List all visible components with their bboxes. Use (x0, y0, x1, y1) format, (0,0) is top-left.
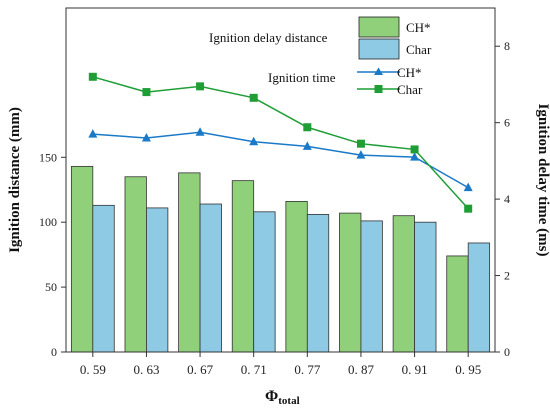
x-tick-label-6: 0. 91 (402, 362, 428, 377)
bars-layer (70, 165, 491, 353)
legend-line-ch-label: CH* (397, 65, 422, 80)
x-axis-title-main: Φ (265, 388, 278, 405)
point-char-6 (410, 145, 419, 154)
point-char-3 (249, 93, 258, 102)
bar-char-6 (414, 221, 437, 353)
right-tick-label-2: 4 (504, 192, 510, 206)
left-tick-label-3: 150 (39, 150, 57, 164)
bar-ch-7 (446, 255, 469, 353)
right-tick-label-3: 6 (504, 116, 510, 130)
legend-bar-ch-swatch (358, 16, 400, 38)
plot-frame (65, 7, 496, 353)
x-tick-label-1: 0. 63 (133, 362, 159, 377)
axes-layer: 0 50 100 150 0 2 4 6 8 0. 59 0. 63 0. 67 0. 71 0. 77 0… (39, 39, 510, 377)
bar-ch-2 (178, 172, 201, 353)
legend-bar-char-label: Char (406, 42, 432, 57)
x-tick-label-2: 0. 67 (187, 362, 214, 377)
x-tick-label-5: 0. 87 (348, 362, 375, 377)
point-char-4 (303, 123, 312, 132)
y-axis-left-title: Ignition distance (mm) (7, 107, 23, 253)
legend-bar-ch-label: CH* (406, 20, 431, 35)
x-tick-label-7: 0. 95 (455, 362, 481, 377)
point-char-0 (88, 72, 97, 81)
x-tick-label-0: 0. 59 (80, 362, 106, 377)
bar-ch-1 (124, 176, 147, 353)
point-ch-4 (302, 141, 312, 150)
point-ch-3 (249, 136, 259, 146)
bar-char-2 (199, 203, 222, 353)
x-axis-title-sub: total (278, 395, 299, 407)
legend-line-char-marker (374, 85, 383, 93)
legend-line-ch-marker (374, 67, 383, 75)
legend: Ignition delay distance CH* Char Ignitio… (209, 16, 432, 97)
right-tick-label-0: 0 (504, 345, 510, 359)
point-ch-7 (463, 182, 473, 192)
point-ch-2 (195, 127, 205, 136)
point-char-2 (196, 82, 205, 91)
right-tick-label-1: 2 (504, 269, 510, 283)
lines-layer (88, 72, 473, 213)
bar-ch-0 (70, 165, 94, 353)
legend-line-heading: Ignition time (268, 70, 336, 85)
x-tick-label-3: 0. 71 (241, 362, 267, 377)
bar-ch-4 (285, 201, 308, 353)
x-axis-title: Φtotal (265, 388, 300, 407)
point-ch-1 (141, 132, 151, 142)
bar-char-0 (92, 204, 115, 353)
left-tick-label-0: 0 (51, 345, 57, 359)
legend-bar-heading: Ignition delay distance (209, 30, 328, 45)
point-ch-5 (356, 150, 366, 159)
point-char-1 (142, 88, 151, 97)
line-char (92, 76, 469, 210)
left-tick-label-1: 50 (45, 280, 57, 294)
bar-ch-3 (231, 180, 255, 353)
legend-bar-char-swatch (358, 38, 400, 60)
point-char-7 (464, 204, 473, 213)
y-axis-right-title: Ignition delay time (ms) (535, 104, 550, 257)
bar-ch-6 (392, 215, 415, 353)
right-tick-label-4: 8 (504, 39, 510, 53)
bar-char-3 (253, 211, 276, 353)
point-char-5 (356, 139, 365, 148)
point-ch-6 (410, 152, 420, 161)
bar-char-5 (360, 220, 383, 353)
bar-char-4 (306, 213, 330, 353)
bar-char-1 (146, 207, 169, 353)
bar-ch-5 (339, 212, 362, 353)
left-tick-label-2: 100 (39, 215, 57, 229)
legend-line-char-label: Char (397, 82, 423, 97)
line-ch (92, 131, 469, 189)
x-tick-label-4: 0. 77 (294, 362, 321, 377)
point-ch-0 (88, 129, 98, 138)
bar-char-7 (467, 242, 491, 353)
